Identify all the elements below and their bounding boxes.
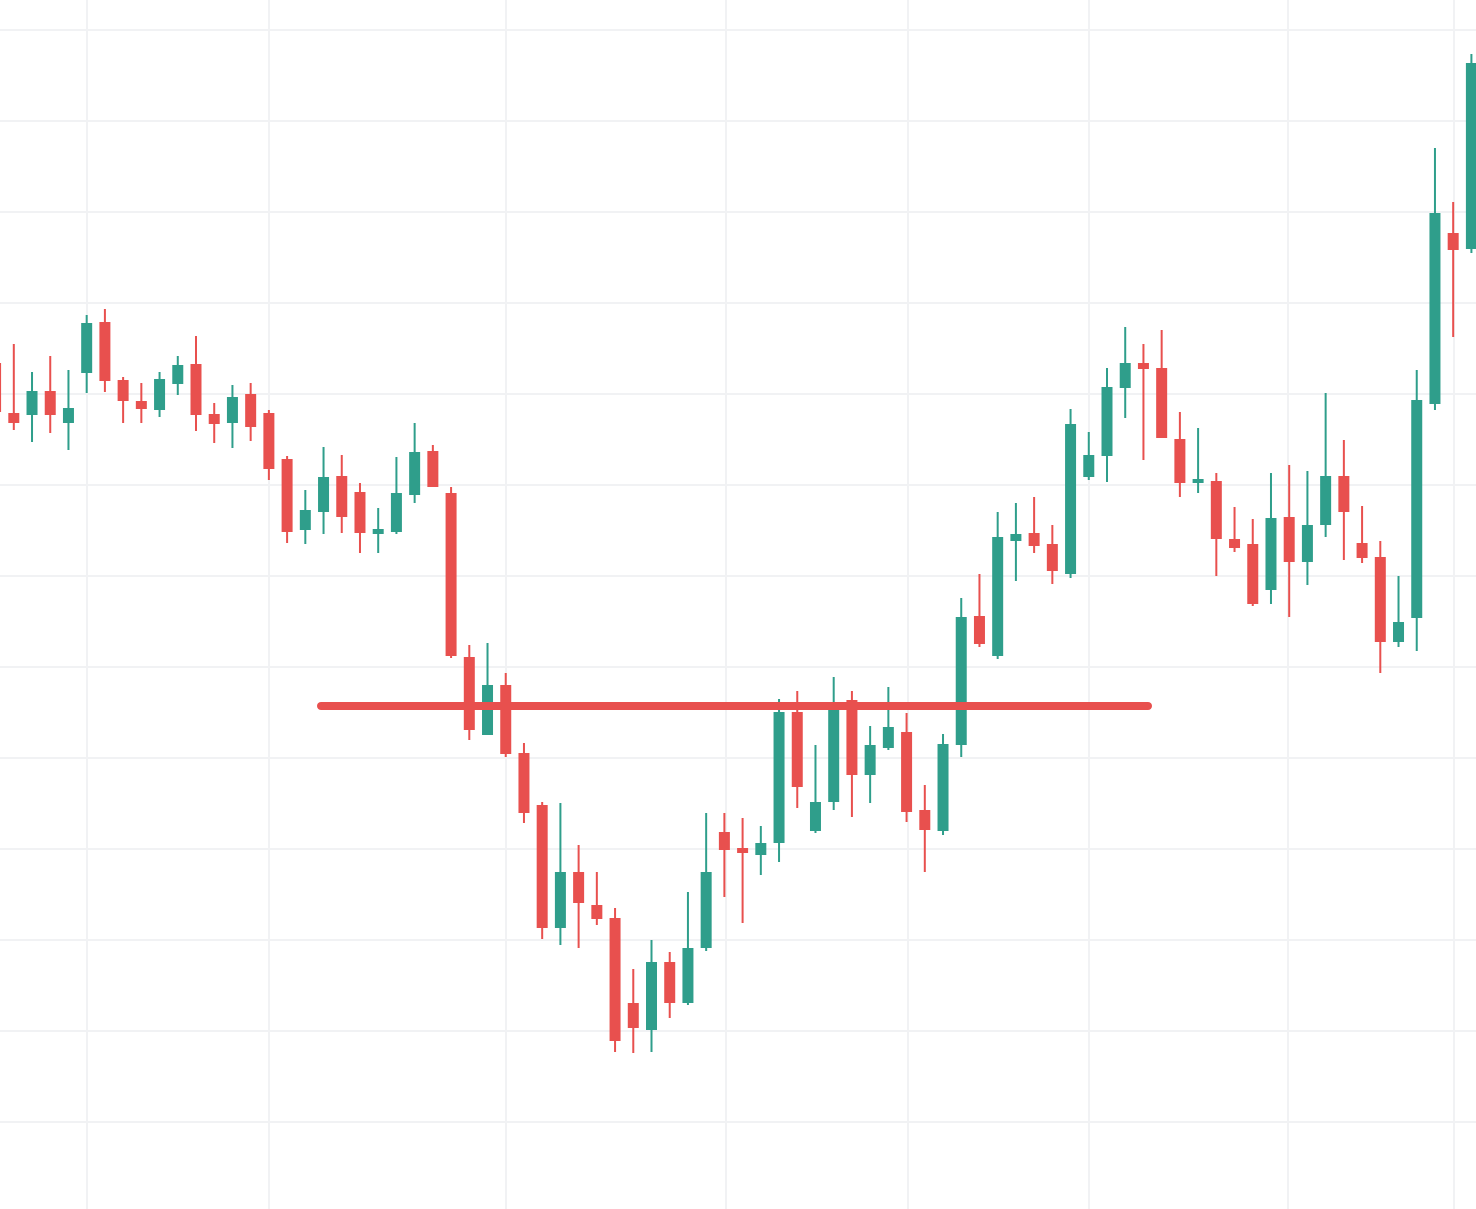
up-candle	[646, 940, 657, 1052]
up-candle	[809, 745, 821, 833]
up-candle	[154, 372, 166, 417]
up-candle	[1083, 432, 1095, 480]
down-candle	[737, 818, 749, 923]
up-candle	[554, 803, 566, 945]
down-candle	[336, 455, 348, 533]
up-candle	[755, 826, 767, 875]
down-candle	[573, 845, 585, 948]
up-candle	[1301, 471, 1313, 585]
down-candle	[135, 383, 147, 423]
down-candle	[1137, 344, 1149, 460]
down-candle	[1247, 519, 1259, 606]
up-candle	[1101, 368, 1113, 482]
down-candle	[281, 456, 293, 543]
down-candle	[973, 574, 985, 647]
up-candle	[773, 699, 785, 862]
down-candle	[263, 410, 275, 480]
up-candle	[828, 677, 840, 810]
down-candle	[791, 691, 803, 808]
up-candle	[1320, 393, 1332, 537]
down-candle	[609, 908, 621, 1052]
up-candle	[682, 892, 694, 1005]
down-candle	[1283, 465, 1295, 617]
down-candle	[1447, 202, 1459, 337]
down-candle	[664, 952, 676, 1018]
down-candle	[627, 969, 639, 1053]
up-candle	[937, 734, 949, 835]
candles	[0, 54, 1476, 1053]
up-candle	[409, 423, 421, 503]
up-candle	[1429, 148, 1441, 410]
up-candle	[372, 508, 384, 553]
up-candle	[1393, 576, 1405, 647]
down-candle	[901, 713, 913, 822]
up-candle	[1265, 473, 1277, 604]
up-candle	[700, 813, 712, 951]
down-candle	[445, 487, 457, 658]
up-candle	[81, 315, 93, 393]
up-candle	[1010, 503, 1022, 581]
down-candle	[1028, 497, 1040, 553]
down-candle	[1210, 473, 1222, 576]
down-candle	[1046, 525, 1058, 584]
up-candle	[864, 726, 876, 803]
down-candle	[8, 344, 20, 430]
up-candle	[1192, 428, 1204, 493]
down-candle	[1374, 541, 1386, 673]
down-candle	[354, 483, 366, 553]
up-candle	[299, 490, 311, 544]
down-candle	[518, 743, 530, 823]
up-candle	[1119, 327, 1131, 418]
down-candle	[718, 813, 730, 897]
down-candle	[1229, 507, 1241, 552]
up-candle	[992, 512, 1004, 659]
down-candle	[245, 383, 257, 441]
down-candle	[1338, 440, 1350, 560]
down-candle	[1156, 330, 1168, 438]
up-candle	[482, 643, 494, 735]
down-candle	[500, 673, 512, 757]
up-candle	[26, 372, 38, 442]
down-candle	[1356, 506, 1368, 563]
down-candle	[919, 785, 931, 872]
up-candle	[172, 356, 184, 395]
up-candle	[318, 447, 330, 534]
down-candle	[1174, 412, 1186, 497]
down-candle	[44, 356, 56, 433]
down-candle	[536, 802, 548, 939]
up-candle	[1411, 370, 1423, 651]
down-candle	[463, 645, 475, 740]
up-candle	[62, 370, 74, 450]
down-candle	[427, 445, 439, 487]
down-candle	[0, 363, 2, 412]
down-candle	[208, 403, 220, 443]
up-candle	[1465, 54, 1476, 253]
down-candle	[99, 309, 111, 392]
down-candle	[846, 691, 858, 817]
up-candle	[390, 457, 402, 534]
up-candle	[226, 385, 238, 448]
up-candle	[882, 687, 894, 750]
down-candle	[591, 872, 603, 925]
up-candle	[955, 598, 967, 757]
down-candle	[190, 336, 202, 431]
up-candle	[1065, 409, 1077, 578]
down-candle	[117, 377, 129, 423]
